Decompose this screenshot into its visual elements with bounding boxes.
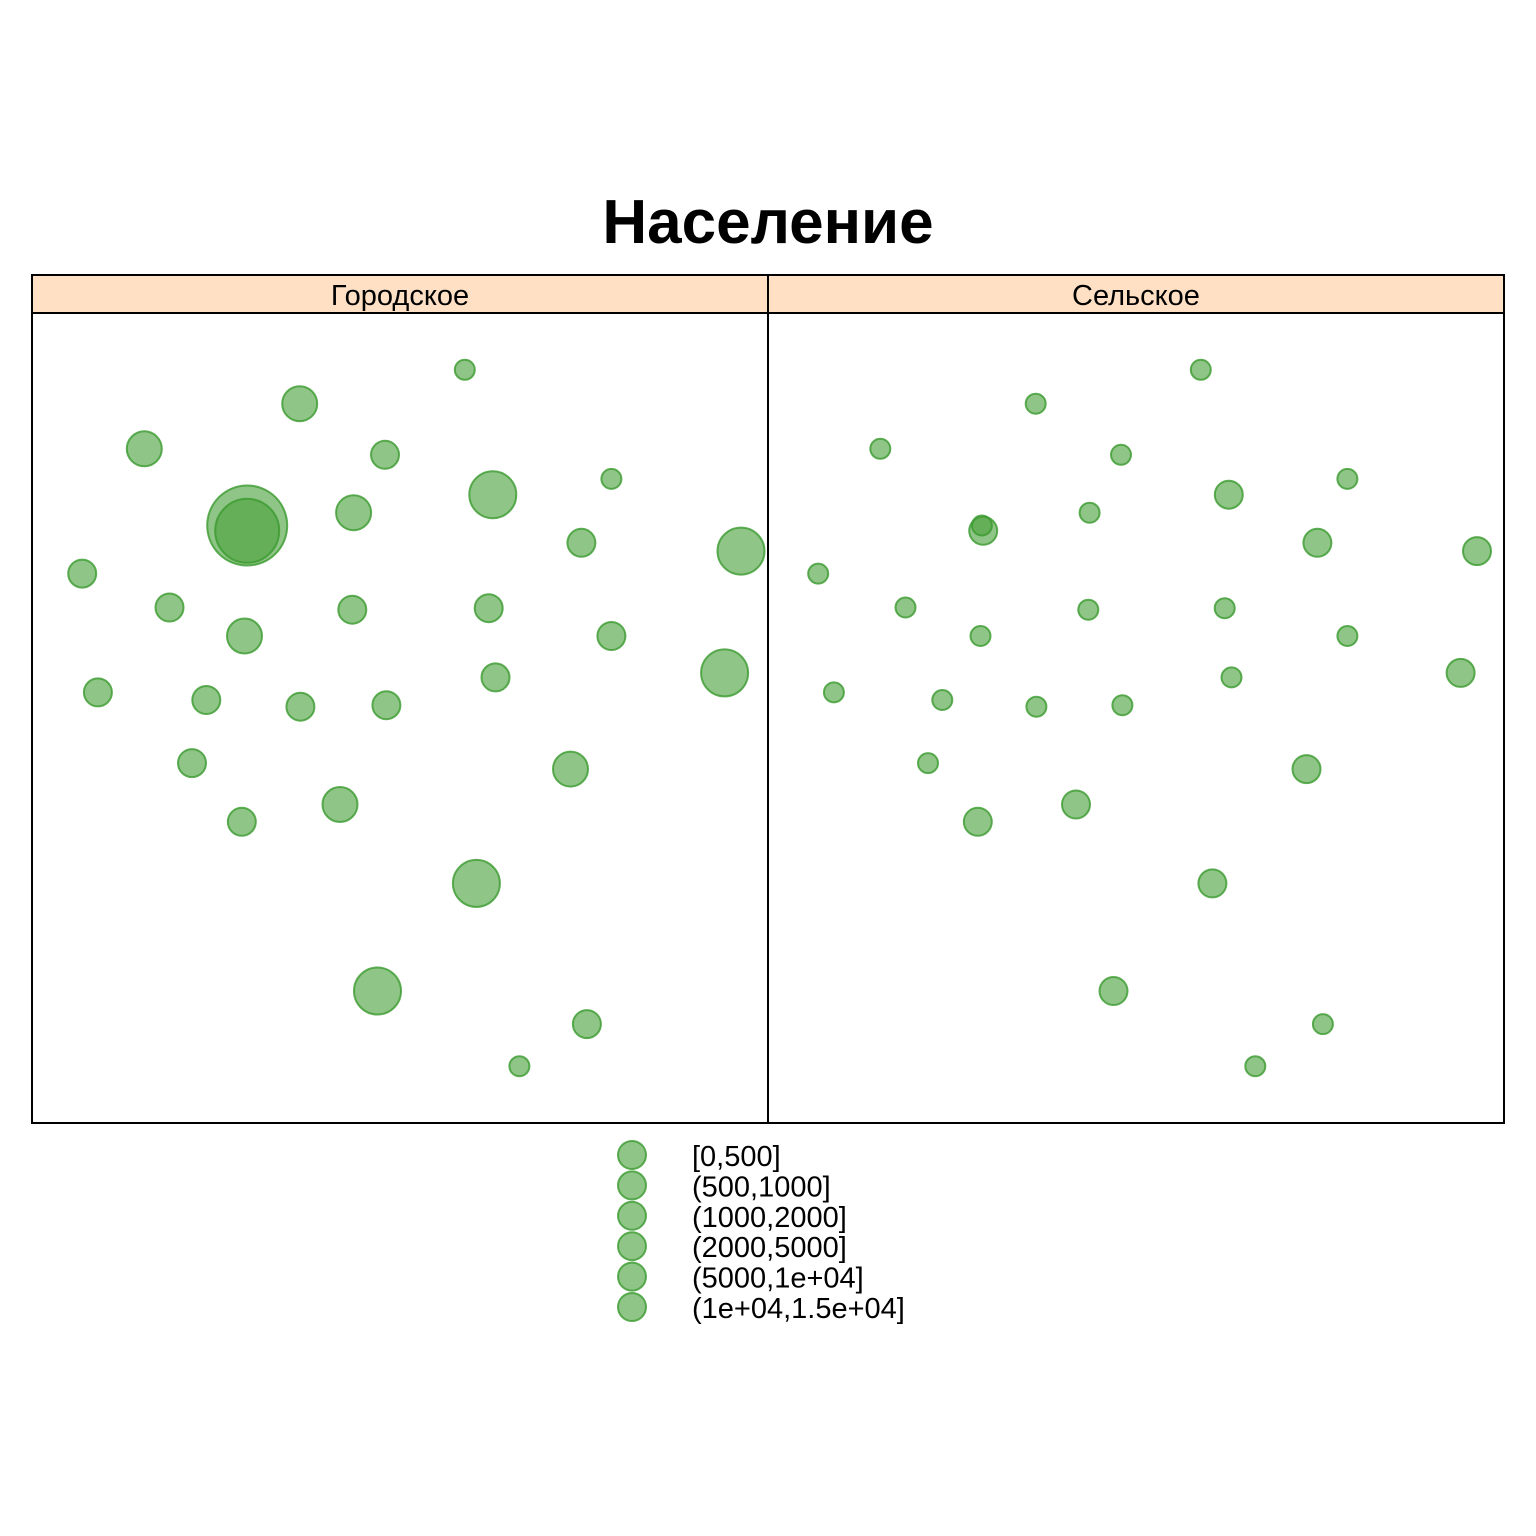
data-point	[353, 966, 402, 1016]
data-point	[177, 748, 207, 779]
data-point	[214, 497, 281, 564]
data-point	[508, 1055, 531, 1078]
data-point	[600, 467, 623, 490]
data-point	[807, 562, 830, 585]
data-point	[1445, 657, 1476, 688]
legend-label: (1e+04,1.5e+04]	[692, 1293, 905, 1325]
data-point	[1110, 443, 1132, 466]
legend: [0,500](500,1000](1000,2000](2000,5000](…	[617, 1140, 905, 1325]
data-point	[1098, 976, 1129, 1006]
data-point	[1336, 625, 1359, 647]
data-point	[473, 593, 504, 624]
legend-label: (2000,5000]	[692, 1232, 847, 1264]
panel-frame	[767, 312, 1505, 1124]
panels: Городское Сельское	[31, 274, 1505, 1124]
legend-entry: (2000,5000]	[617, 1231, 847, 1264]
panel-strip-label: Городское	[331, 280, 469, 312]
data-point	[226, 617, 263, 655]
data-point	[480, 662, 511, 693]
data-point	[1213, 479, 1244, 510]
legend-label: (5000,1e+04]	[692, 1263, 864, 1295]
panel-strip-label: Сельское	[1072, 280, 1200, 312]
data-point	[1462, 536, 1492, 567]
data-point	[321, 786, 359, 823]
data-point	[82, 677, 113, 708]
data-point	[894, 596, 917, 619]
data-point	[154, 592, 185, 623]
panel: Сельское	[767, 274, 1505, 1124]
data-point	[1336, 467, 1359, 490]
data-point	[371, 690, 402, 721]
data-point	[1024, 392, 1047, 415]
legend-entry: (500,1000]	[617, 1170, 831, 1203]
data-point	[1291, 754, 1322, 785]
legend-symbol	[617, 1170, 647, 1201]
data-point	[869, 437, 892, 460]
data-point	[970, 514, 993, 537]
data-point	[191, 685, 222, 715]
legend-symbol	[617, 1292, 647, 1322]
legend-entry: (1000,2000]	[617, 1200, 847, 1234]
data-point	[285, 691, 316, 722]
data-point	[1302, 527, 1333, 558]
data-point	[822, 681, 845, 704]
data-point	[716, 526, 766, 576]
data-point	[552, 750, 589, 788]
data-point	[566, 527, 597, 558]
data-point	[1213, 597, 1236, 620]
data-point	[917, 752, 939, 775]
panel: Городское	[31, 274, 769, 1124]
data-point	[468, 470, 518, 520]
legend-entry: (5000,1e+04]	[617, 1261, 864, 1295]
data-point	[931, 689, 954, 711]
data-point	[67, 558, 98, 589]
legend-symbol	[617, 1200, 647, 1231]
data-point	[1220, 666, 1243, 689]
legend-symbol	[617, 1140, 647, 1170]
data-point	[281, 385, 319, 423]
data-point	[596, 621, 627, 651]
data-point	[1077, 598, 1100, 621]
data-point	[337, 594, 368, 625]
data-point	[1111, 694, 1134, 717]
legend-symbol	[617, 1231, 647, 1262]
data-point	[571, 1009, 602, 1040]
legend-symbol	[617, 1261, 647, 1292]
data-point	[1197, 868, 1228, 899]
data-point	[1244, 1055, 1267, 1078]
legend-label: (500,1000]	[692, 1171, 831, 1203]
data-point	[1189, 358, 1212, 381]
data-point	[1311, 1013, 1334, 1036]
data-point	[370, 439, 400, 470]
data-point	[453, 358, 476, 381]
data-point	[1025, 695, 1048, 718]
legend-label: [0,500]	[692, 1141, 781, 1173]
data-point	[962, 806, 993, 837]
legend-entry: (1e+04,1.5e+04]	[617, 1292, 905, 1325]
panel-strip	[31, 274, 769, 314]
chart-title: Население	[602, 188, 933, 257]
data-point	[1061, 789, 1091, 820]
data-point	[125, 430, 163, 468]
legend-entry: [0,500]	[617, 1140, 781, 1173]
data-point	[335, 494, 373, 532]
data-point	[451, 858, 501, 908]
data-point	[1078, 501, 1101, 524]
data-point	[969, 625, 992, 647]
data-point	[226, 806, 257, 837]
legend-label: (1000,2000]	[692, 1202, 847, 1234]
data-point	[700, 648, 750, 698]
